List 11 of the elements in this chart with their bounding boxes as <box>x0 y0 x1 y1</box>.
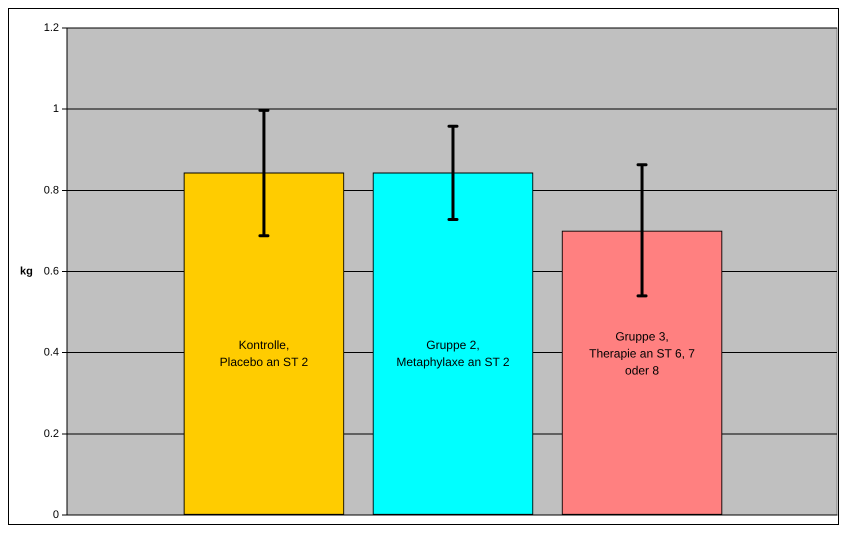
y-tick-label: 0.8 <box>44 184 59 196</box>
y-tick-label: 1.2 <box>44 22 59 34</box>
y-tick-label: 0.4 <box>44 346 59 359</box>
x-tick-label: Gruppe 2, Metaphylaxe an ST 2 <box>396 338 510 370</box>
y-tick-label: 0 <box>52 509 59 522</box>
y-axis-title: kg <box>20 266 33 278</box>
x-tick-label: Gruppe 3, Therapie an ST 6, 7 oder 8 <box>589 330 696 378</box>
x-tick-label: Kontrolle, Placebo an ST 2 <box>220 338 309 370</box>
y-tick-label: 0.2 <box>44 428 59 440</box>
y-tick-label: 0.6 <box>44 266 59 278</box>
y-tick-label: 1 <box>52 103 59 116</box>
